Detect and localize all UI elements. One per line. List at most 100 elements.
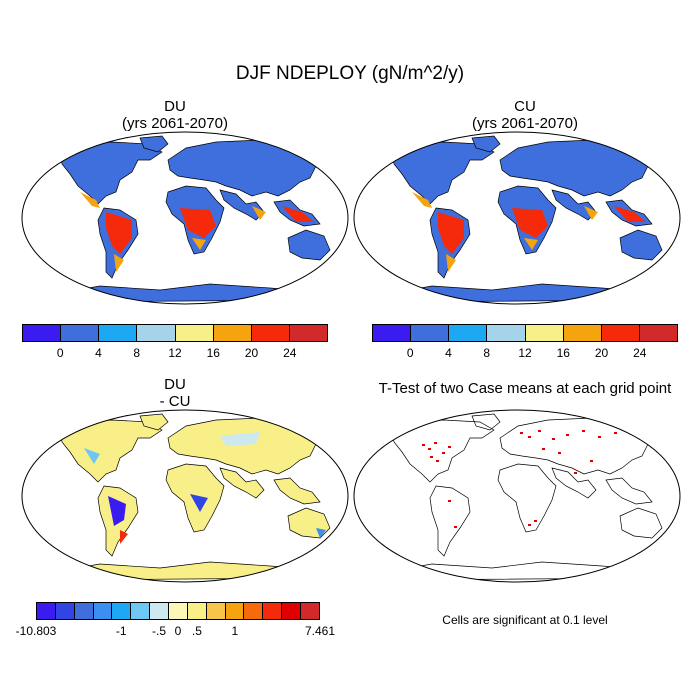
significant-cell: [632, 428, 635, 430]
difference-region: [190, 494, 208, 512]
significant-cell: [558, 452, 561, 454]
colorbar-swatch: [74, 603, 94, 619]
high-deposition-region: [80, 192, 100, 208]
map-cu: [353, 131, 681, 305]
map-land-layer: [22, 410, 348, 582]
significant-cell: [436, 460, 439, 462]
panel-cu-line2: (yrs 2061-2070): [472, 115, 578, 132]
significant-cell: [434, 442, 437, 444]
significant-cell: [614, 432, 617, 434]
significant-cell: [442, 452, 445, 454]
colorbar-swatch: [187, 603, 207, 619]
colorbar-tick-label: 4: [95, 346, 102, 360]
map-border: [353, 409, 681, 583]
colorbar-swatch: [251, 325, 290, 341]
significant-cell: [422, 444, 425, 446]
significant-cell: [528, 436, 531, 438]
high-deposition-region: [192, 238, 206, 250]
map-ttest: [353, 409, 681, 583]
significant-cell: [582, 430, 585, 432]
continent-north-america: [391, 419, 495, 483]
difference-region: [120, 530, 128, 544]
continent-se-asia: [605, 477, 653, 505]
difference-region: [84, 448, 100, 464]
significant-cell: [428, 448, 431, 450]
colorbar-tick-label: -1: [115, 624, 127, 638]
significant-cell: [590, 460, 593, 462]
colorbar-du: 0 4 8 12 16 20 24: [22, 324, 328, 364]
difference-region: [220, 432, 260, 446]
map-border: [353, 131, 681, 305]
panel-cu-line1: CU: [514, 98, 536, 115]
continent-greenland: [139, 413, 169, 431]
continent-south-america: [429, 485, 471, 557]
colorbar-swatch: [131, 603, 151, 619]
continent-australia: [287, 229, 331, 261]
colorbar-tick-label: 0: [174, 624, 182, 638]
colorbar-du-labels: 0 4 8 12 16 20 24: [22, 346, 328, 360]
high-deposition-region: [524, 238, 538, 250]
colorbar-swatch: [99, 325, 138, 341]
continent-north-america: [59, 419, 163, 483]
panel-du-line1: DU: [164, 98, 186, 115]
colorbar-cu-swatches: [372, 324, 678, 342]
significant-cell: [448, 500, 451, 502]
significant-cell: [542, 448, 545, 450]
colorbar-swatch: [55, 603, 75, 619]
difference-region: [108, 496, 126, 526]
colorbar-tick-label: 24: [633, 346, 647, 360]
significant-cell: [534, 520, 537, 522]
map-border: [21, 409, 349, 583]
colorbar-tick-label: 20: [594, 346, 609, 360]
colorbar-diff-labels: -10.803 -1 -.5 0 .5 1 7.461: [16, 624, 335, 638]
colorbar-swatch: [639, 325, 677, 341]
significant-cell: [448, 446, 451, 448]
panel-title-ttest: T-Test of two Case means at each grid po…: [378, 380, 672, 397]
continent-greenland: [471, 135, 501, 153]
colorbar-tick-label: -.5: [152, 624, 167, 638]
continent-australia: [619, 229, 663, 261]
colorbar-swatch: [525, 325, 564, 341]
high-deposition-region: [512, 208, 548, 238]
map-diff: [21, 409, 349, 583]
colorbar-tick-label: 7.461: [304, 624, 336, 638]
panel-diff-line1: DU: [164, 376, 186, 393]
significant-cell: [574, 472, 577, 474]
continent-north-america: [391, 141, 495, 205]
colorbar-swatch: [601, 325, 640, 341]
colorbar-du-swatches: [22, 324, 328, 342]
colorbar-swatch: [301, 603, 319, 619]
high-deposition-region: [106, 212, 132, 254]
colorbar-swatch: [563, 325, 602, 341]
colorbar-tick-label: 1: [231, 624, 239, 638]
continent-greenland: [139, 135, 169, 153]
high-deposition-region: [180, 208, 216, 238]
colorbar-tick-label: 4: [445, 346, 452, 360]
colorbar-tick-label: 12: [168, 346, 182, 360]
high-deposition-region: [412, 192, 432, 208]
significant-cell: [538, 430, 541, 432]
colorbar-swatch: [61, 325, 100, 341]
colorbar-swatch: [282, 603, 302, 619]
high-deposition-region: [114, 254, 124, 272]
significant-cell: [648, 434, 651, 436]
colorbar-swatch: [373, 325, 412, 341]
map-du: [21, 131, 349, 305]
colorbar-swatch: [175, 325, 214, 341]
colorbar-swatch: [169, 603, 188, 619]
colorbar-tick-label: .5: [191, 624, 202, 638]
continent-australia: [619, 507, 663, 539]
colorbar-tick-label: 8: [483, 346, 491, 360]
colorbar-swatch: [244, 603, 264, 619]
difference-region: [316, 528, 326, 538]
continent-africa: [497, 463, 557, 533]
map-border: [21, 131, 349, 305]
colorbar-diff-swatches: [36, 602, 320, 620]
map-land-layer: [354, 132, 680, 304]
colorbar-tick-label: 16: [206, 346, 220, 360]
colorbar-swatch: [206, 603, 226, 619]
colorbar-swatch: [289, 325, 327, 341]
significant-cell: [598, 436, 601, 438]
colorbar-tick-label: 0: [406, 346, 414, 360]
high-deposition-region: [252, 206, 266, 220]
